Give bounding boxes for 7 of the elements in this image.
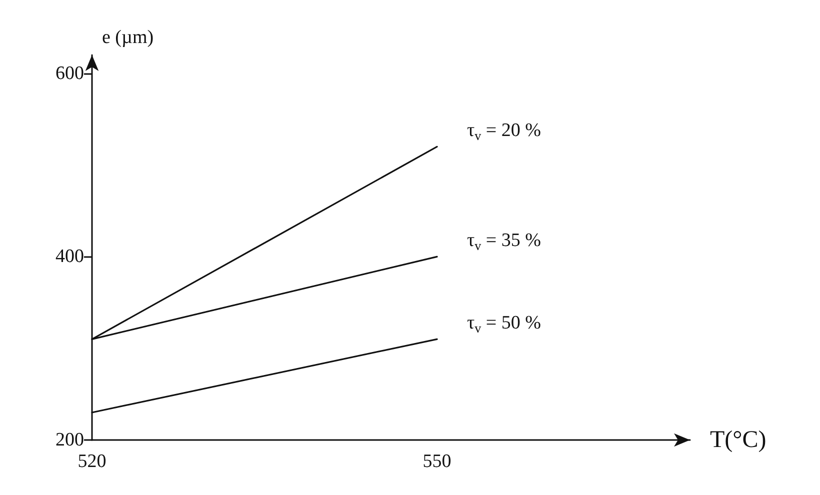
x-axis-title: T(°C): [710, 427, 766, 453]
y-axis-title: e (µm): [102, 27, 154, 48]
y-tick-label: 400: [56, 246, 84, 268]
y-tick-label: 200: [56, 430, 84, 450]
x-tick-label: 550: [422, 451, 452, 472]
y-tick-label: 600: [56, 62, 84, 84]
x-tick-label: 520: [78, 451, 106, 472]
